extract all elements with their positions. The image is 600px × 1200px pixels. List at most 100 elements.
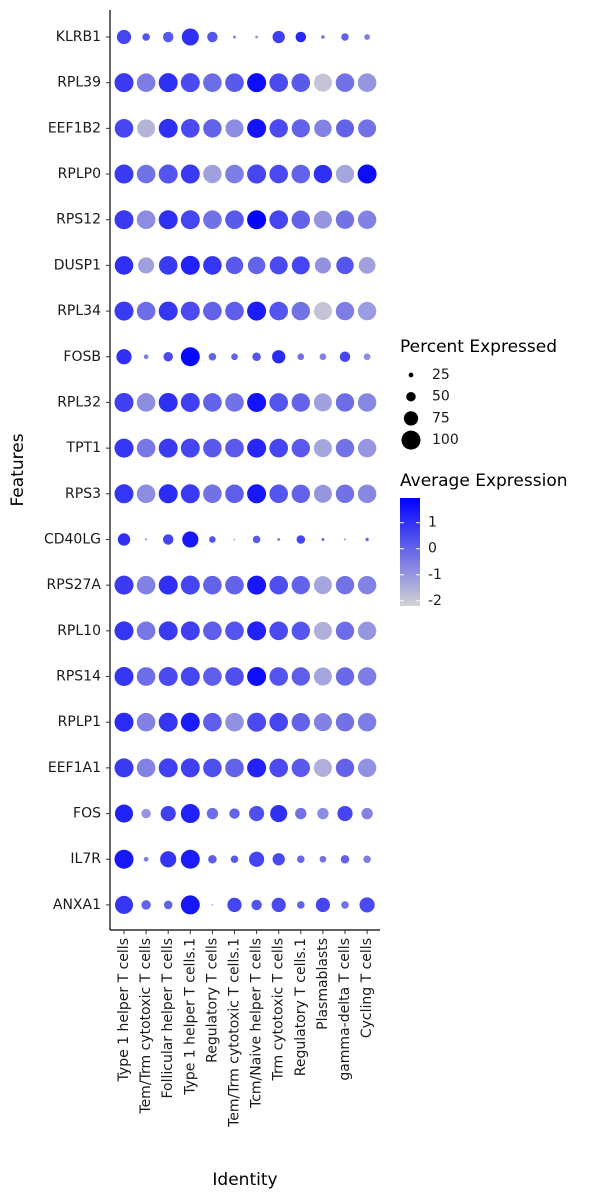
dot — [158, 118, 178, 138]
dot — [269, 758, 289, 778]
dot — [291, 393, 311, 412]
dot — [225, 438, 244, 458]
dot — [114, 621, 134, 641]
dot — [335, 73, 355, 92]
dot — [358, 257, 376, 274]
dot — [291, 164, 311, 184]
dot — [136, 484, 156, 504]
dot — [269, 712, 289, 732]
dot — [203, 712, 222, 732]
dot — [145, 538, 148, 541]
dot — [143, 856, 149, 862]
dot — [180, 119, 200, 138]
dot — [203, 119, 222, 138]
dot — [114, 210, 134, 230]
dot — [315, 897, 331, 913]
dot — [247, 438, 267, 458]
dot — [114, 119, 134, 138]
dot — [114, 758, 134, 778]
dot — [142, 33, 150, 41]
dot — [114, 438, 134, 458]
dot — [160, 805, 176, 822]
dot — [158, 392, 178, 412]
dot — [158, 438, 178, 458]
y-tick-label: FOS — [73, 806, 101, 822]
dot — [319, 855, 327, 863]
dot — [291, 712, 311, 732]
dot — [229, 808, 240, 819]
dot — [225, 119, 244, 138]
dot — [114, 256, 134, 275]
dot — [114, 301, 134, 321]
dot — [180, 392, 200, 412]
x-tick-label: Regulatory T cells — [204, 938, 220, 1063]
dot — [339, 351, 351, 362]
dot — [269, 210, 289, 230]
y-tick-label: RPS3 — [65, 486, 101, 502]
y-tick-label: EEF1A1 — [48, 760, 101, 776]
dot — [291, 210, 311, 229]
dot — [203, 438, 222, 458]
dot — [231, 353, 238, 361]
dot — [295, 31, 307, 43]
size-legend-dot — [406, 391, 416, 402]
dot — [247, 392, 267, 412]
dot — [143, 354, 149, 360]
dot — [357, 712, 377, 732]
dot — [335, 393, 355, 412]
dot — [180, 667, 200, 687]
dot — [158, 256, 178, 275]
dot — [252, 352, 261, 362]
y-tick-label: RPS27A — [47, 577, 102, 593]
dot — [269, 621, 289, 641]
dot — [180, 849, 200, 869]
dot — [203, 484, 222, 504]
dot — [295, 807, 307, 820]
dot — [313, 713, 332, 732]
dot — [114, 667, 134, 687]
dot — [269, 667, 289, 686]
dot — [357, 575, 377, 595]
dot — [313, 302, 332, 321]
dot — [277, 538, 281, 541]
y-tick-label: FOSB — [63, 349, 101, 365]
dot — [208, 352, 217, 361]
dot — [181, 28, 199, 46]
dot — [297, 353, 305, 361]
size-legend-dot — [408, 372, 414, 378]
size-legend-label: 25 — [432, 367, 450, 383]
dot — [203, 73, 222, 92]
y-tick-label: RPL32 — [57, 394, 101, 410]
dot — [319, 353, 327, 361]
dot — [255, 35, 259, 39]
dot — [335, 575, 355, 595]
dot — [136, 438, 156, 458]
dot — [233, 35, 236, 39]
dot — [357, 73, 377, 92]
dot — [116, 349, 132, 365]
dot — [247, 575, 267, 595]
dot — [225, 73, 244, 92]
dot — [272, 30, 285, 44]
dot — [317, 807, 329, 820]
dot — [247, 758, 267, 778]
dot — [233, 538, 236, 541]
dot — [114, 73, 134, 93]
dot — [314, 257, 331, 274]
dot — [180, 484, 200, 504]
color-legend-label: -2 — [428, 593, 442, 609]
dot — [247, 73, 267, 93]
dot — [291, 667, 311, 686]
y-tick-label: KLRB1 — [56, 29, 101, 45]
dot — [225, 712, 244, 732]
dot — [203, 621, 222, 641]
dot — [247, 256, 266, 275]
dot — [158, 712, 178, 732]
dot — [225, 301, 244, 321]
y-tick-label: ANXA1 — [53, 897, 101, 913]
dot — [357, 667, 377, 686]
dot — [269, 438, 289, 458]
dot — [247, 210, 267, 230]
dot — [117, 533, 131, 546]
dot — [138, 257, 155, 274]
